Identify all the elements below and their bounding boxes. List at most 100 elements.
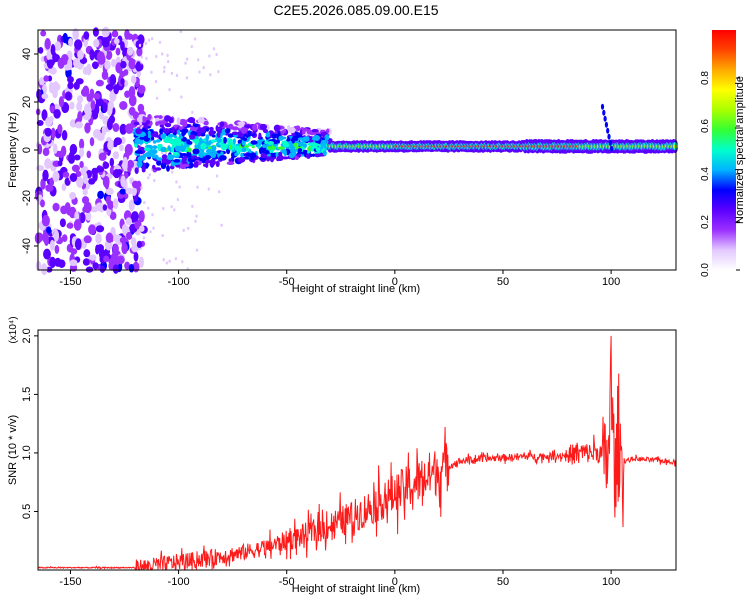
- spectrogram-cell: [75, 170, 82, 177]
- spectrogram-cell: [110, 252, 117, 263]
- spectrogram-cell: [314, 153, 321, 158]
- spectrogram-cell: [216, 131, 221, 138]
- spectrogram-cell: [307, 142, 315, 146]
- spectrogram-cell: [205, 159, 211, 164]
- spectrogram-cell: [209, 158, 216, 166]
- spectrogram-cell: [97, 54, 106, 65]
- spectrogram-cell: [301, 129, 306, 135]
- spectrogram-cell: [181, 163, 190, 168]
- spectrogram-cell: [64, 91, 72, 101]
- spectrogram-cell: [205, 154, 211, 160]
- spectrogram-cell: [95, 98, 104, 107]
- spectrogram-cell: [139, 225, 145, 232]
- spectrogram-x-tick-label: 100: [602, 276, 620, 288]
- spectrogram-cell: [163, 69, 166, 74]
- spectrogram-cell: [246, 152, 251, 157]
- spectrogram-cell: [74, 211, 80, 222]
- spectrogram-cell: [187, 226, 190, 230]
- spectrogram-cell: [147, 134, 152, 139]
- spectrogram-cell: [130, 236, 137, 247]
- spectrogram-cell: [124, 90, 131, 98]
- spectrogram-cell: [162, 133, 167, 138]
- spectrogram-cell: [36, 165, 45, 172]
- spectrogram-cell: [107, 200, 114, 210]
- spectrogram-cell: [49, 177, 55, 187]
- spectrogram-cell: [207, 187, 210, 191]
- spectrogram-cell: [133, 251, 139, 262]
- spectrogram-cell: [43, 75, 49, 82]
- snr-x-tick-label: 50: [497, 576, 509, 588]
- spectrogram-cell: [138, 210, 145, 223]
- spectrogram-cell: [150, 70, 153, 74]
- spectrogram-cell: [326, 128, 330, 134]
- spectrogram-cell: [312, 153, 316, 157]
- snr-plot-area: [38, 330, 676, 570]
- snr-x-tick-label: 0: [392, 576, 398, 588]
- spectrogram-cell: [672, 144, 678, 149]
- spectrogram-cell: [73, 219, 82, 231]
- spectrogram-cell: [109, 74, 117, 86]
- spectrogram-cell: [60, 54, 69, 65]
- spectrogram-cell: [197, 131, 201, 137]
- spectrogram-cell: [189, 134, 196, 140]
- spectrogram-cell: [61, 130, 68, 141]
- spectrogram-cell: [98, 152, 107, 161]
- spectrogram-x-ticks: -150 -100 -50 0 50 100: [59, 270, 620, 288]
- spectrogram-cell: [161, 233, 164, 238]
- spectrogram-y-ticks: -40 -20 0 20 40: [21, 48, 38, 254]
- spectrogram-cell: [89, 254, 97, 261]
- spectrogram-cell: [288, 152, 295, 159]
- spectrogram-cell: [41, 214, 50, 227]
- spectrogram-cell: [192, 148, 200, 155]
- spectrogram-cell: [194, 161, 199, 168]
- spectrogram-cell: [141, 167, 146, 173]
- spectrogram-cell: [162, 258, 165, 262]
- colorbar-ticks: 0.0 0.2 0.4 0.6 0.8: [700, 71, 740, 277]
- spectrogram-cell: [119, 101, 128, 110]
- spectrogram-cell: [193, 123, 199, 128]
- colorbar-tick-label: 0.0: [700, 263, 711, 277]
- spectrogram-cell: [61, 183, 67, 192]
- spectrogram-cell: [54, 257, 62, 267]
- spectrogram-cell: [164, 122, 172, 128]
- spectrogram-cell: [42, 169, 49, 182]
- spectrogram-cell: [69, 191, 77, 200]
- spectrogram-cell: [190, 155, 195, 160]
- spectrogram-cell: [258, 132, 262, 139]
- spectrogram-cell: [184, 61, 187, 65]
- spectrogram-cell: [213, 150, 218, 154]
- spectrogram-cell: [294, 145, 299, 150]
- spectrogram-cell: [156, 160, 162, 166]
- spectrogram-cell: [215, 53, 218, 57]
- spectrogram-cell: [275, 153, 279, 157]
- spectrogram-cell: [69, 259, 78, 267]
- colorbar-tick-label: 0.6: [700, 119, 711, 133]
- spectrogram-cell: [103, 161, 110, 169]
- spectrogram-cell: [120, 78, 125, 85]
- spectrogram-cell: [119, 144, 124, 152]
- spectrogram-cell: [171, 146, 175, 153]
- spectrogram-cell: [223, 136, 227, 144]
- spectrogram-cell: [44, 127, 52, 137]
- spectrogram-cell: [208, 54, 211, 58]
- spectrogram-cell: [52, 171, 60, 183]
- spectrogram-cell: [128, 199, 135, 212]
- spectrogram-cell: [238, 124, 243, 129]
- spectrogram-y-tick-label: 0: [21, 147, 33, 153]
- colorbar: 0.0 0.2 0.4 0.6 0.8 Normalized spectral ampl…: [700, 30, 746, 277]
- spectrogram-cell: [92, 61, 99, 70]
- spectrogram-cell: [161, 158, 167, 164]
- spectrogram-cell: [128, 58, 137, 70]
- spectrogram-cell: [164, 151, 167, 155]
- spectrogram-cell: [244, 124, 252, 129]
- spectrogram-cell: [112, 243, 119, 255]
- spectrogram-cell: [154, 80, 158, 84]
- spectrogram-cell: [95, 225, 105, 233]
- spectrogram-cell: [242, 137, 248, 142]
- spectrogram-cell: [92, 170, 98, 182]
- spectrogram-cell: [157, 143, 163, 147]
- spectrogram-cell: [167, 133, 175, 138]
- spectrogram-cell: [174, 257, 178, 261]
- spectrogram-cell: [289, 145, 295, 149]
- spectrogram-cell: [251, 123, 258, 131]
